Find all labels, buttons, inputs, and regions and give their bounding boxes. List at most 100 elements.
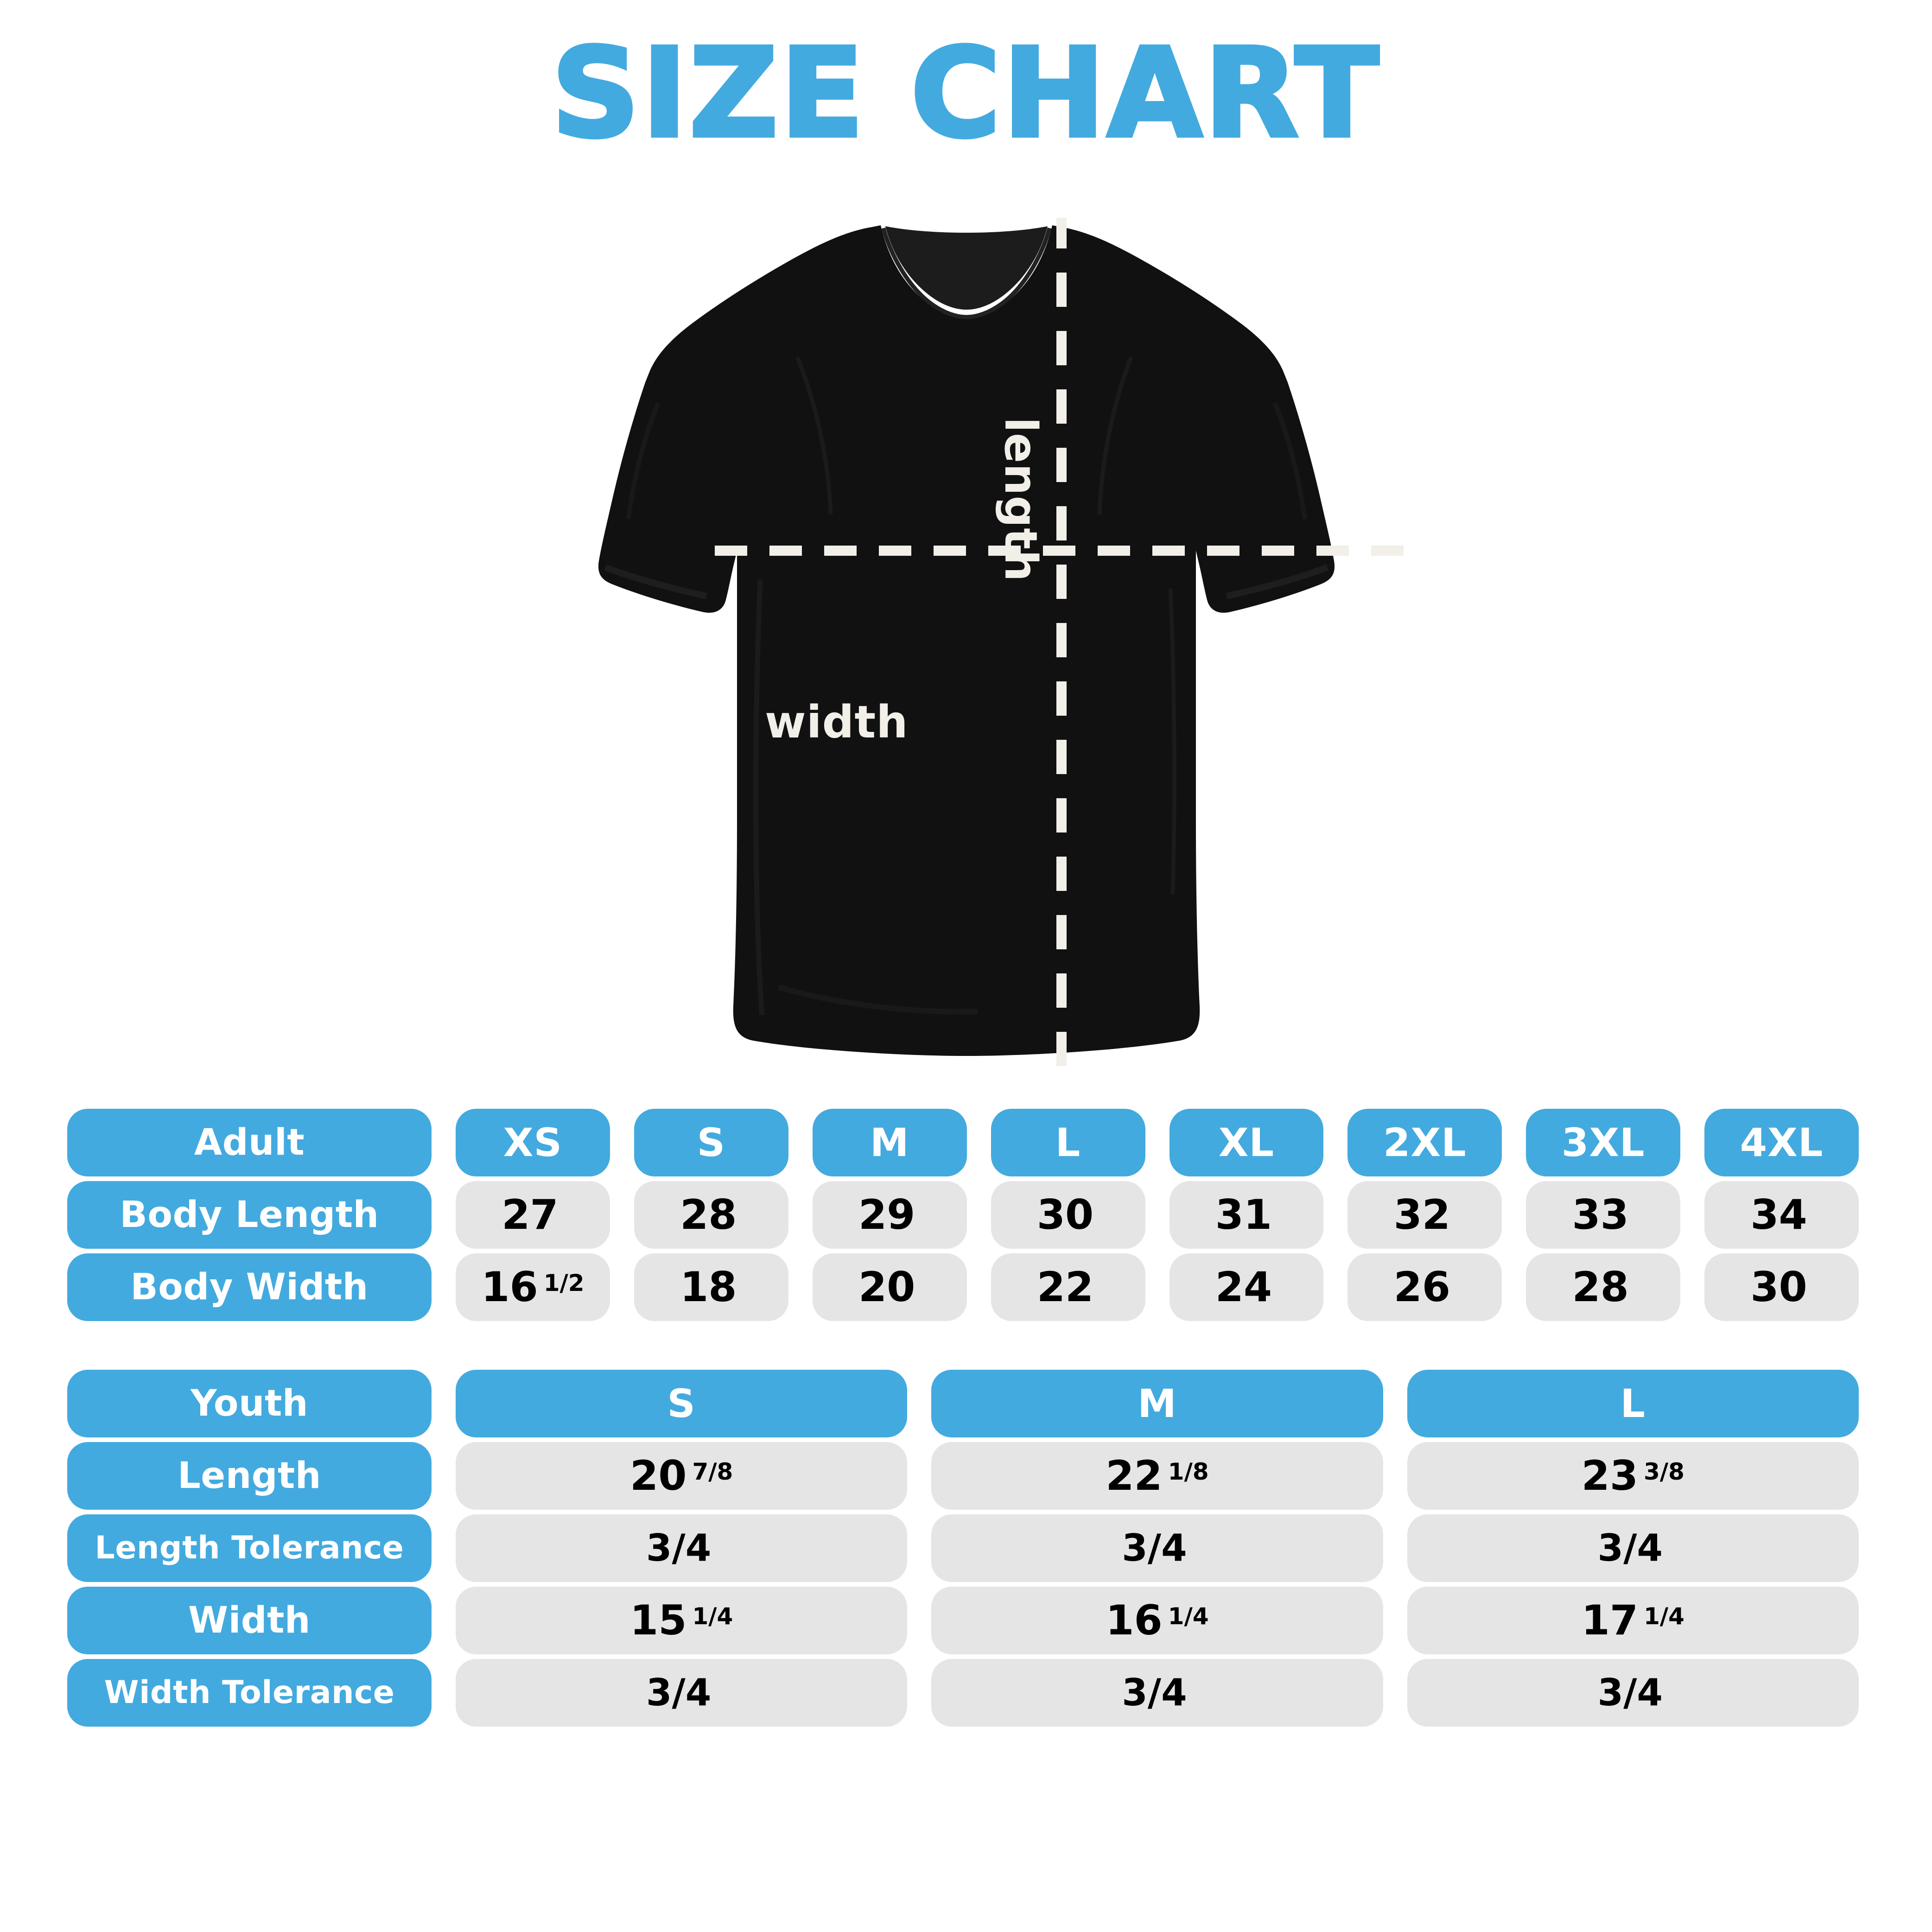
- cell-youth-width-tol-m: 3/4: [931, 1659, 1383, 1727]
- row-label-youth-width-tolerance: Width Tolerance: [67, 1659, 432, 1727]
- cell-body-length-xs: 27: [456, 1181, 610, 1249]
- cell-body-width-3xl: 28: [1526, 1253, 1681, 1321]
- adult-col-header-m: M: [812, 1109, 967, 1176]
- width-label: width: [765, 696, 909, 748]
- value-text: 27: [502, 1191, 559, 1239]
- value-text: 3/4: [1122, 1526, 1187, 1570]
- value-text: 30: [1036, 1191, 1094, 1239]
- adult-col-header-xl: XL: [1169, 1109, 1324, 1176]
- value-text: 34: [1750, 1191, 1807, 1239]
- row-label-youth-length-text: Length: [178, 1455, 321, 1497]
- value-text: 3/4: [1597, 1671, 1663, 1714]
- fraction-text: 1/4: [1644, 1603, 1684, 1630]
- adult-col-header-l: L: [991, 1109, 1145, 1176]
- adult-col-header-xs: XS: [456, 1109, 610, 1176]
- adult-col-label-xs: XS: [503, 1120, 563, 1165]
- adult-col-label-s: S: [697, 1120, 726, 1165]
- youth-header-row: Youth S M L: [67, 1370, 1859, 1437]
- cell-body-length-3xl: 33: [1526, 1181, 1681, 1249]
- value-text: 16: [1106, 1596, 1163, 1644]
- youth-col-header-m: M: [931, 1370, 1383, 1437]
- adult-header-row: Adult XS S M L XL 2XL 3XL: [67, 1109, 1859, 1176]
- fraction-text: 1/4: [1168, 1603, 1209, 1630]
- row-label-youth-length-tolerance: Length Tolerance: [67, 1514, 432, 1582]
- youth-row-width-tolerance: Width Tolerance 3/4 3/4 3/4: [67, 1659, 1859, 1727]
- adult-col-header-4xl: 4XL: [1704, 1109, 1859, 1176]
- cell-youth-width-m: 16 1/4: [931, 1587, 1383, 1654]
- adult-col-label-xl: XL: [1218, 1120, 1275, 1165]
- row-label-body-length-text: Body Length: [120, 1194, 379, 1236]
- value-text: 23: [1581, 1452, 1639, 1500]
- adult-size-table: Adult XS S M L XL 2XL 3XL: [67, 1109, 1859, 1321]
- cell-youth-length-tol-m: 3/4: [931, 1514, 1383, 1582]
- tshirt-body-shape: [598, 225, 1335, 1056]
- adult-col-label-l: L: [1055, 1120, 1081, 1165]
- tshirt-illustration: width length: [519, 218, 1414, 1066]
- cell-body-width-xs: 16 1/2: [456, 1253, 610, 1321]
- cell-body-length-l: 30: [991, 1181, 1145, 1249]
- cell-body-width-s: 18: [634, 1253, 788, 1321]
- tshirt-fabric-folds: [626, 356, 1307, 1016]
- youth-table-title-cell: Youth: [67, 1370, 432, 1437]
- cell-body-width-4xl: 30: [1704, 1253, 1859, 1321]
- cell-youth-width-tol-s: 3/4: [456, 1659, 908, 1727]
- cell-youth-width-s: 15 1/4: [456, 1587, 908, 1654]
- row-label-body-length: Body Length: [67, 1181, 432, 1249]
- value-text: 18: [680, 1263, 737, 1311]
- youth-col-header-s: S: [456, 1370, 908, 1437]
- adult-col-label-3xl: 3XL: [1561, 1120, 1645, 1165]
- cell-body-width-m: 20: [812, 1253, 967, 1321]
- tshirt-collar-rib: [881, 227, 1052, 319]
- fraction-text: 1/4: [692, 1603, 733, 1630]
- fraction-text: 1/2: [543, 1270, 585, 1296]
- value-text: 26: [1393, 1263, 1451, 1311]
- youth-col-header-l: L: [1407, 1370, 1859, 1437]
- value-text: 15: [630, 1596, 687, 1644]
- row-label-youth-length-tolerance-text: Length Tolerance: [95, 1530, 404, 1566]
- row-label-body-width-text: Body Width: [130, 1266, 369, 1308]
- adult-col-header-3xl: 3XL: [1526, 1109, 1681, 1176]
- cell-body-length-s: 28: [634, 1181, 788, 1249]
- row-label-youth-width-tolerance-text: Width Tolerance: [104, 1674, 395, 1711]
- value-text: 22: [1106, 1452, 1163, 1500]
- cell-body-width-xl: 24: [1169, 1253, 1324, 1321]
- value-text: 31: [1215, 1191, 1272, 1239]
- tshirt-svg: [598, 218, 1414, 1066]
- value-text: 20: [630, 1452, 687, 1500]
- row-label-youth-width-text: Width: [188, 1600, 311, 1641]
- youth-size-table: Youth S M L Length 20 7/8 22 1/8 23 3/: [67, 1370, 1859, 1727]
- adult-table-title: Adult: [194, 1122, 305, 1163]
- tshirt-sleeve-hems: [604, 564, 1329, 599]
- cell-body-length-xl: 31: [1169, 1181, 1324, 1249]
- youth-row-length: Length 20 7/8 22 1/8 23 3/8: [67, 1442, 1859, 1510]
- cell-youth-length-l: 23 3/8: [1407, 1442, 1859, 1510]
- cell-youth-length-tol-l: 3/4: [1407, 1514, 1859, 1582]
- adult-col-label-4xl: 4XL: [1740, 1120, 1824, 1165]
- value-text: 3/4: [1597, 1526, 1663, 1570]
- value-text: 20: [858, 1263, 915, 1311]
- cell-body-width-2xl: 26: [1347, 1253, 1502, 1321]
- row-label-youth-width: Width: [67, 1587, 432, 1654]
- value-text: 22: [1036, 1263, 1094, 1311]
- fraction-text: 1/8: [1168, 1458, 1209, 1485]
- length-label: length: [995, 417, 1047, 582]
- adult-row-body-length: Body Length 27 28 29 30 31 32 33: [67, 1181, 1859, 1249]
- value-text: 33: [1572, 1191, 1629, 1239]
- cell-youth-width-l: 17 1/4: [1407, 1587, 1859, 1654]
- adult-col-label-m: M: [870, 1120, 909, 1165]
- cell-body-width-l: 22: [991, 1253, 1145, 1321]
- youth-row-length-tolerance: Length Tolerance 3/4 3/4 3/4: [67, 1514, 1859, 1582]
- value-text: 29: [858, 1191, 915, 1239]
- youth-col-label-m: M: [1138, 1381, 1177, 1426]
- page-title: SIZE CHART: [549, 22, 1381, 165]
- value-text: 28: [1572, 1263, 1629, 1311]
- youth-col-label-l: L: [1620, 1381, 1646, 1426]
- tshirt-collar-inner: [885, 226, 1048, 310]
- cell-youth-width-tol-l: 3/4: [1407, 1659, 1859, 1727]
- value-text: 17: [1581, 1596, 1639, 1644]
- value-text: 30: [1750, 1263, 1807, 1311]
- value-text: 28: [680, 1191, 737, 1239]
- youth-col-label-s: S: [667, 1381, 696, 1426]
- value-text: 16: [481, 1263, 538, 1311]
